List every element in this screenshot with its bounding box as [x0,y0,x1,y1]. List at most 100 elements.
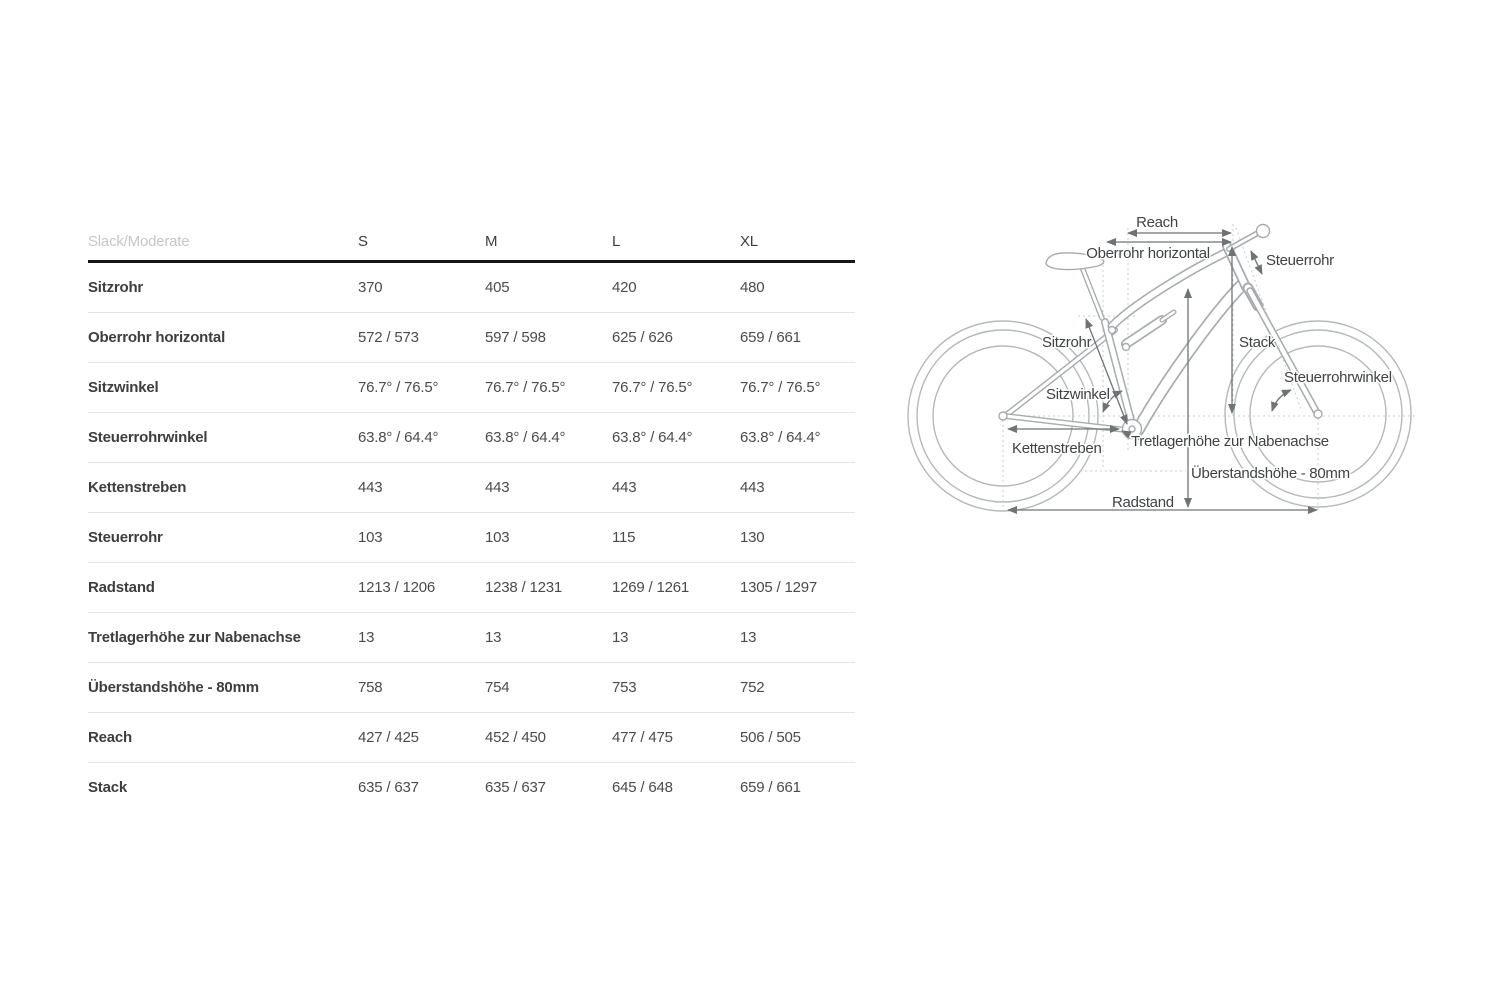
geometry-table: Slack/Moderate S M L XL Sitzrohr 370 405… [88,222,855,812]
row-label: Sitzrohr [88,279,144,296]
table-row-oberrohr: Oberrohr horizontal 572 / 573 597 / 598 … [88,313,855,363]
table-row-reach: Reach 427 / 425 452 / 450 477 / 475 506 … [88,713,855,763]
cell: 103 [358,529,383,546]
dimension-arrows [1007,229,1318,514]
cell: 1213 / 1206 [358,579,436,596]
tretlagerhoehe-pointer-arrow [1121,430,1141,441]
cell: 443 [358,479,383,496]
cell: 659 / 661 [740,329,801,346]
dimension-labels: Reach Oberrohr horizontal Steuerrohr Sit… [1011,213,1394,513]
row-label: Tretlagerhöhe zur Nabenachse [88,629,301,646]
table-header-size-l: L [612,232,621,250]
row-label: Reach [88,729,133,746]
row-label: Kettenstreben [88,479,187,496]
cell: 13 [612,629,629,646]
axles-icon [998,409,1323,421]
sitzwinkel-arc [1102,390,1123,413]
table-row-kettenstreben: Kettenstreben 443 443 443 443 [88,463,855,513]
down-tube-icon [1131,278,1249,437]
bike-geometry-diagram: Reach Oberrohr horizontal Steuerrohr Sit… [907,213,1415,514]
cell: 13 [485,629,502,646]
cell: 754 [485,679,510,696]
row-label: Oberrohr horizontal [88,329,226,346]
cell: 572 / 573 [358,329,419,346]
cell: 13 [358,629,375,646]
tretlagerhoehe-label: Tretlagerhöhe zur Nabenachse [1131,433,1329,450]
cell: 635 / 637 [358,779,419,796]
steuerrohr-arrow [1250,250,1263,275]
cell: 103 [485,529,510,546]
steuerrohrwinkel-label: Steuerrohrwinkel [1284,369,1392,386]
reach-label: Reach [1136,214,1178,231]
table-row-stack: Stack 635 / 637 635 / 637 645 / 648 659 … [88,763,855,812]
cell: 597 / 598 [485,329,546,346]
cell: 635 / 637 [485,779,546,796]
row-label: Sitzwinkel [88,379,159,396]
ueberstandshoehe-label: Überstandshöhe - 80mm [1191,464,1350,482]
cell: 115 [612,529,636,546]
fork-icon [1242,282,1320,415]
table-row-sitzwinkel: Sitzwinkel 76.7° / 76.5° 76.7° / 76.5° 7… [88,363,855,413]
row-label: Radstand [88,579,155,596]
kettenstreben-label: Kettenstreben [1012,440,1102,457]
cell: 420 [612,279,637,296]
row-label: Steuerrohrwinkel [88,429,208,446]
cell: 1238 / 1231 [485,579,563,596]
table-row-ueberstandshoehe: Überstandshöhe - 80mm 758 754 753 752 [88,663,855,713]
table-row-steuerrohr: Steuerrohr 103 103 115 130 [88,513,855,563]
cell: 63.8° / 64.4° [740,429,821,446]
cell: 443 [740,479,765,496]
top-tube-icon [1107,247,1232,331]
stack-label: Stack [1239,334,1276,351]
cell: 1269 / 1261 [612,579,690,596]
cell: 452 / 450 [485,729,546,746]
stem-handlebar-icon [1226,223,1271,252]
radstand-label: Radstand [1112,494,1174,511]
cell: 480 [740,279,765,296]
cell: 76.7° / 76.5° [485,379,566,396]
cell: 76.7° / 76.5° [740,379,821,396]
cell: 625 / 626 [612,329,673,346]
row-label: Überstandshöhe - 80mm [88,679,259,696]
table-header-row: Slack/Moderate S M L XL [88,222,855,263]
cell: 130 [740,529,765,546]
cell: 443 [485,479,510,496]
row-label: Steuerrohr [88,529,163,546]
cell: 76.7° / 76.5° [358,379,439,396]
cell: 506 / 505 [740,729,801,746]
row-label: Stack [88,779,128,796]
table-row-tretlagerhoehe: Tretlagerhöhe zur Nabenachse 13 13 13 13 [88,613,855,663]
sitzwinkel-label: Sitzwinkel [1046,386,1110,403]
saddle-icon [1045,252,1105,271]
table-header-size-s: S [358,232,368,250]
cell: 13 [740,629,757,646]
table-header-category: Slack/Moderate [88,232,190,250]
cell: 477 / 475 [612,729,673,746]
cell: 63.8° / 64.4° [612,429,693,446]
cell: 370 [358,279,383,296]
oberrohr-label: Oberrohr horizontal [1086,245,1210,262]
table-row-steuerrohrwinkel: Steuerrohrwinkel 63.8° / 64.4° 63.8° / 6… [88,413,855,463]
table-row-radstand: Radstand 1213 / 1206 1238 / 1231 1269 / … [88,563,855,613]
cell: 659 / 661 [740,779,801,796]
cell: 752 [740,679,765,696]
cell: 1305 / 1297 [740,579,818,596]
seatpost-icon [1077,259,1105,321]
cell: 758 [358,679,383,696]
cell: 63.8° / 64.4° [485,429,566,446]
cell: 427 / 425 [358,729,419,746]
table-header-size-xl: XL [740,232,758,250]
cell: 405 [485,279,510,296]
cell: 753 [612,679,637,696]
cell: 63.8° / 64.4° [358,429,439,446]
table-header-size-m: M [485,232,498,250]
head-tube-icon [1222,241,1251,292]
cell: 645 / 648 [612,779,673,796]
steuerrohrwinkel-arc [1271,389,1292,412]
cell: 76.7° / 76.5° [612,379,693,396]
sitzrohr-label: Sitzrohr [1042,334,1092,351]
shock-icon [1121,309,1177,349]
cell: 443 [612,479,637,496]
steuerrohr-label: Steuerrohr [1266,252,1334,269]
